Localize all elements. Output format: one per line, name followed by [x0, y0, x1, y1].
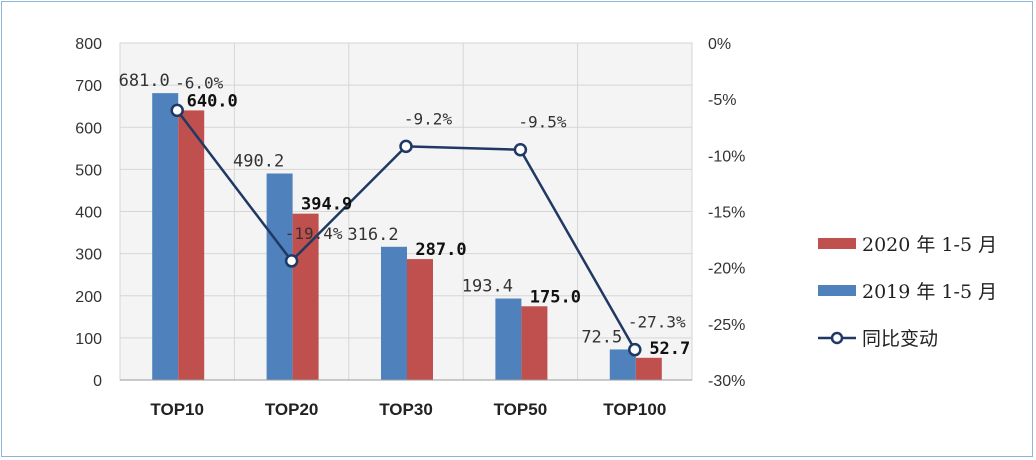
bar-2019 — [266, 173, 293, 380]
bar-2020 — [407, 259, 433, 380]
y-left-tick-label: 300 — [75, 247, 102, 264]
y-left-tick-label: 100 — [75, 331, 102, 348]
data-label-2019: 72.5 — [581, 327, 622, 347]
data-label-2020: 52.7 — [649, 339, 690, 359]
y-left-tick-label: 0 — [93, 373, 102, 390]
yoy-point — [628, 342, 642, 357]
legend-label: 同比变动 — [862, 328, 938, 350]
bar-2020 — [178, 110, 205, 381]
bar-2020 — [521, 306, 548, 380]
y-right-tick-label: -15% — [708, 205, 745, 222]
yoy-point — [513, 142, 528, 157]
y-left-tick-label: 600 — [75, 120, 102, 137]
data-label-2020: 287.0 — [415, 240, 466, 260]
yoy-line — [170, 103, 642, 357]
y-right-tick-label: -5% — [708, 92, 736, 109]
data-label-yoy: -27.3% — [628, 313, 686, 332]
data-label-2019: 490.2 — [233, 152, 284, 172]
y-right-tick-label: -10% — [708, 148, 745, 165]
bar-2019 — [381, 246, 407, 380]
legend-label: 2020 年 1-5 月 — [862, 234, 997, 256]
data-label-2019: 193.4 — [462, 277, 513, 297]
data-labels: 681.0 640.0 490.2 394.9 316.2 287.0 193.4 175.0… — [119, 71, 691, 359]
y-right-tick-label: -25% — [708, 317, 745, 334]
bar-2019 — [152, 93, 179, 380]
y-right-tick-label: -20% — [708, 261, 745, 278]
y-right-tick-label: 0% — [708, 36, 731, 53]
data-label-2020: 640.0 — [187, 91, 238, 111]
x-tick-label: TOP50 — [494, 400, 548, 419]
bar-2020 — [292, 213, 319, 380]
yoy-point — [170, 103, 184, 118]
yoy-point — [284, 254, 299, 268]
bars — [152, 93, 662, 381]
x-tick-label: TOP30 — [379, 400, 433, 419]
data-label-2020: 175.0 — [530, 287, 581, 307]
bar-2019 — [495, 298, 522, 380]
x-tick-label: TOP10 — [150, 400, 204, 419]
x-tick-label: TOP20 — [265, 400, 319, 419]
legend-swatch — [818, 285, 856, 296]
y-left-tick-label: 400 — [75, 205, 102, 222]
data-label-2019: 316.2 — [347, 225, 398, 245]
x-tick-label: TOP100 — [603, 400, 666, 419]
axes: 0 100 200 300 400 500 600 700 800 0% -5% -10% -15% -2… — [75, 36, 745, 419]
legend-swatch — [818, 238, 856, 249]
y-left-tick-label: 800 — [75, 36, 102, 53]
data-label-yoy: -6.0% — [175, 73, 224, 92]
y-left-tick-label: 500 — [75, 162, 102, 179]
y-left-tick-label: 700 — [75, 78, 102, 95]
y-left-tick-label: 200 — [75, 289, 102, 306]
legend-swatch-marker — [830, 331, 844, 345]
data-label-2019: 681.0 — [119, 71, 170, 91]
yoy-point — [399, 139, 413, 154]
legend-label: 2019 年 1-5 月 — [862, 281, 997, 303]
data-label-yoy: -19.4% — [285, 224, 343, 243]
data-label-yoy: -9.5% — [518, 113, 567, 132]
data-label-yoy: -9.2% — [404, 109, 453, 128]
bar-2020 — [635, 357, 662, 380]
y-right-tick-label: -30% — [708, 373, 745, 390]
data-label-2020: 394.9 — [301, 195, 352, 215]
